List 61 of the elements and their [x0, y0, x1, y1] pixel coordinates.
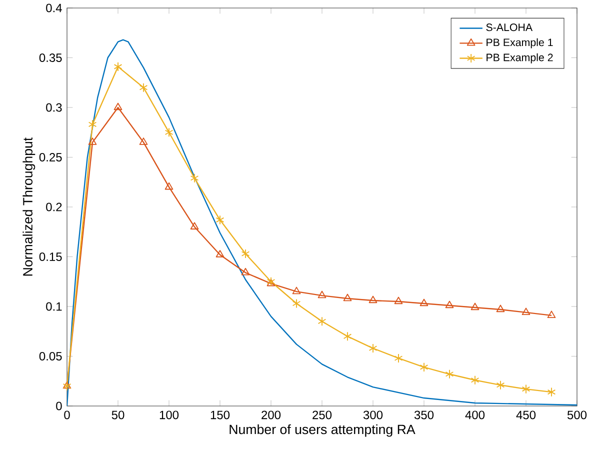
point — [496, 380, 505, 390]
point — [445, 300, 454, 308]
point — [420, 298, 428, 306]
x-tick-label: 400 — [465, 410, 485, 420]
point — [470, 375, 480, 385]
point — [164, 128, 174, 138]
point — [343, 332, 352, 342]
point — [368, 344, 378, 354]
y-axis-title: Normalized Throughput — [22, 137, 36, 276]
point — [470, 302, 480, 310]
y-tick-label: 0.4 — [46, 4, 62, 12]
y-tick-label: 0.35 — [39, 53, 62, 62]
y-tick-label: 0.15 — [39, 252, 62, 261]
point — [318, 316, 326, 326]
point — [241, 268, 250, 276]
legend-label: S-ALOHA — [486, 24, 533, 32]
point — [216, 250, 224, 258]
y-tick-label: 0.05 — [39, 352, 62, 360]
point — [292, 298, 301, 308]
point — [343, 294, 352, 302]
x-tick-label: 200 — [262, 410, 281, 420]
point — [114, 62, 122, 72]
x-tick-label: 300 — [363, 410, 383, 420]
point — [88, 120, 97, 130]
y-tick-label: 0 — [56, 402, 62, 410]
y-tick-label: 0.25 — [39, 152, 62, 162]
point — [496, 304, 505, 312]
legend-label: PB Example 2 — [486, 53, 553, 64]
point — [241, 249, 250, 258]
point — [139, 138, 148, 145]
point — [368, 296, 378, 304]
point — [522, 308, 530, 316]
point — [164, 182, 174, 190]
x-tick-label: 100 — [160, 410, 179, 420]
x-tick-label: 250 — [312, 410, 332, 420]
point — [420, 362, 428, 372]
x-axis-title: Number of users attempting RA — [230, 424, 416, 437]
point — [318, 290, 326, 298]
legend-label: PB Example 1 — [486, 38, 553, 48]
y-tick-label: 0.3 — [46, 103, 62, 112]
point — [216, 215, 224, 225]
point — [547, 387, 556, 397]
y-tick-label: 0.2 — [46, 202, 62, 212]
point — [522, 384, 530, 394]
point — [547, 310, 556, 318]
point — [394, 296, 403, 304]
x-tick-label: 450 — [516, 410, 536, 420]
x-tick-label: 150 — [210, 410, 230, 420]
y-tick-label: 0.1 — [46, 302, 62, 311]
x-tick-label: 500 — [567, 410, 587, 420]
point — [394, 353, 403, 363]
point — [190, 222, 199, 230]
point — [139, 82, 148, 92]
point — [88, 138, 97, 145]
point — [190, 173, 199, 183]
point — [114, 102, 122, 110]
x-tick-label: 350 — [414, 410, 434, 420]
point — [292, 286, 301, 294]
x-tick-label: 50 — [112, 410, 124, 420]
point — [445, 369, 454, 379]
x-tick-label: 0 — [64, 410, 70, 420]
